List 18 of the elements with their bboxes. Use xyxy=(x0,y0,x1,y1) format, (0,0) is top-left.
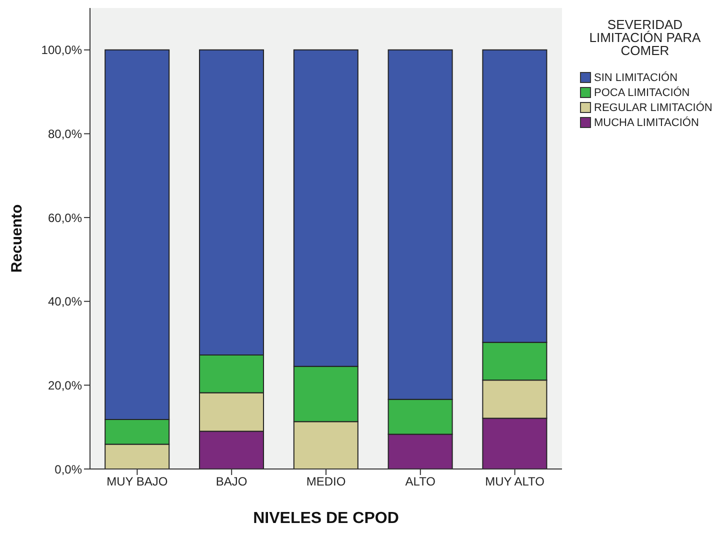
legend-label: MUCHA LIMITACIÓN xyxy=(594,116,699,128)
x-tick-label: MEDIO xyxy=(306,474,346,489)
y-tick-label: 60,0% xyxy=(48,210,82,225)
legend-label: REGULAR LIMITACIÓN xyxy=(594,102,712,114)
x-tick-label: BAJO xyxy=(216,474,248,489)
x-tick-label: MUY BAJO xyxy=(106,474,168,489)
text: SIN LIMITACIÓN xyxy=(594,72,678,84)
y-tick-label: 0,0% xyxy=(54,462,82,476)
y-tick-label: 80,0% xyxy=(48,126,82,141)
x-axis-title: NIVELES DE CPOD xyxy=(253,510,399,527)
y-axis-title: Recuento xyxy=(8,204,26,273)
y-tick-label: 20,0% xyxy=(48,378,82,392)
y-tick-label: 40,0% xyxy=(48,294,82,309)
legend-title: SEVERIDAD LIMITACIÓN PARA COMER xyxy=(588,17,702,58)
x-tick-label: ALTO xyxy=(405,474,436,489)
x-tick-label: MUY ALTO xyxy=(485,474,544,489)
y-tick-label: 100,0% xyxy=(41,43,82,58)
legend-label: POCA LIMITACIÓN xyxy=(594,86,690,98)
